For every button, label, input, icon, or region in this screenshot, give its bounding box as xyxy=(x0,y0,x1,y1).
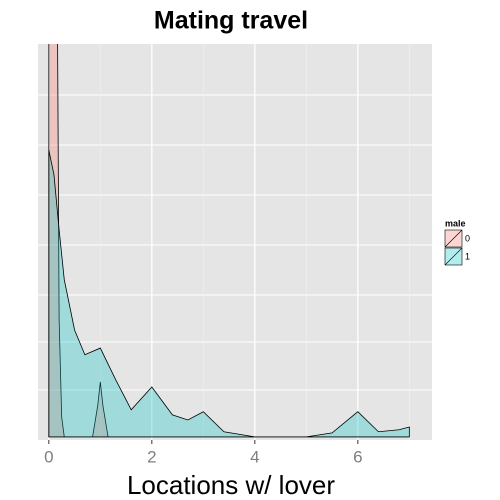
legend-label: 0 xyxy=(465,233,470,243)
panel xyxy=(38,44,432,440)
legend-label: 1 xyxy=(465,251,470,261)
legend-title: male xyxy=(445,218,466,228)
legend-key-line xyxy=(444,247,463,266)
x-tick-label: 6 xyxy=(353,447,362,466)
chart-title: Mating travel xyxy=(154,7,308,35)
x-tick-label: 2 xyxy=(147,447,156,466)
horizontal-grid xyxy=(38,94,432,391)
legend-key-line xyxy=(444,229,463,248)
x-axis-label: Locations w/ lover xyxy=(127,470,335,500)
density-area xyxy=(48,149,410,438)
x-tick-label: 4 xyxy=(250,447,259,466)
x-tick-label: 0 xyxy=(44,447,53,466)
